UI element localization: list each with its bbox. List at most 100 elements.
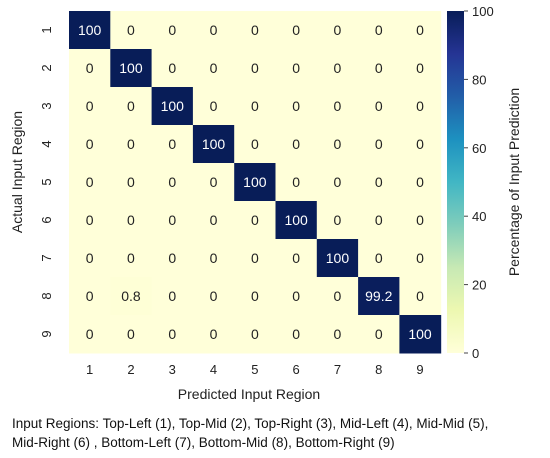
heatmap-cell: [316, 201, 359, 240]
cell-value-label: 0: [86, 326, 94, 342]
cell-value-label: 100: [161, 98, 185, 114]
heatmap-cell: [69, 87, 111, 126]
heatmap-cell: [316, 239, 359, 278]
cell-value-label: 0: [375, 326, 383, 342]
cell-value-label: 0: [210, 60, 218, 76]
heatmap-cell: [192, 125, 235, 164]
cell-value-label: 0: [292, 60, 300, 76]
cell-value-label: 0: [292, 22, 300, 38]
cell-value-label: 100: [243, 174, 267, 190]
heatmap-cell: [358, 125, 400, 164]
cell-value-label: 0: [210, 326, 218, 342]
cell-value-label: 0: [86, 98, 94, 114]
x-tick-label: 2: [127, 362, 134, 377]
cell-value-label: 0: [86, 212, 94, 228]
cell-value-label: 0: [292, 98, 300, 114]
heatmap-cell: [234, 239, 276, 278]
cell-value-label: 0: [416, 22, 424, 38]
cell-value-label: 0: [334, 98, 342, 114]
heatmap-cell: [316, 277, 359, 316]
heatmap-cell: [399, 87, 442, 126]
heatmap-cell: [275, 277, 318, 316]
cell-value-label: 0: [416, 60, 424, 76]
y-tick-label: 7: [39, 254, 54, 261]
heatmap-cell: [399, 315, 442, 354]
heatmap-cell: [399, 277, 442, 316]
cell-value-label: 0: [251, 326, 259, 342]
cell-value-label: 100: [326, 250, 350, 266]
x-tick-label: 9: [416, 362, 423, 377]
heatmap-cells: 100 0 0 0 0 0 0 0 0 0 100 0 0 0 0 0 0 0 0 0 100 0 0 0 0 0 0 0 0 0 100 0…: [69, 11, 442, 354]
heatmap-cell: [192, 315, 235, 354]
heatmap-cell: [151, 201, 194, 240]
heatmap-cell: [110, 201, 153, 240]
cell-value-label: 0: [375, 60, 383, 76]
heatmap-cell: [110, 49, 153, 88]
y-tick-labels: 1 2 3 4 5 6 7 8 9: [39, 26, 54, 337]
cell-value-label: 0: [375, 174, 383, 190]
heatmap-cell: [151, 239, 194, 278]
cell-value-label: 0: [416, 98, 424, 114]
heatmap-cell: [69, 315, 111, 354]
cell-value-label: 0: [210, 250, 218, 266]
cell-value-label: 0: [168, 22, 176, 38]
heatmap-cell: [192, 201, 235, 240]
heatmap-cell: [151, 163, 194, 202]
x-axis-label: Predicted Input Region: [178, 386, 320, 402]
cell-value-label: 0: [127, 212, 135, 228]
heatmap-cell: [275, 239, 318, 278]
heatmap-cell: [69, 11, 111, 50]
cell-value-label: 0: [127, 22, 135, 38]
heatmap-cell: [234, 163, 276, 202]
caption-line-1: Input Regions: Top-Left (1), Top-Mid (2)…: [12, 416, 489, 431]
colorbar-label: Percentage of Input Prediction: [506, 88, 522, 276]
cell-value-label: 0: [127, 326, 135, 342]
heatmap-cell: [275, 163, 318, 202]
cell-value-label: 0: [292, 136, 300, 152]
cell-value-label: 0: [334, 22, 342, 38]
y-tick-label: 3: [39, 102, 54, 109]
cell-value-label: 0.8: [121, 288, 141, 304]
heatmap-cell: [358, 87, 400, 126]
cell-value-label: 0: [168, 60, 176, 76]
heatmap-cell: [110, 239, 153, 278]
heatmap-cell: [110, 315, 153, 354]
heatmap-cell: [275, 49, 318, 88]
cell-value-label: 99.2: [365, 288, 392, 304]
heatmap-cell: [275, 125, 318, 164]
colorbar-ticks: 0 20 40 60 80 100: [464, 4, 494, 361]
cell-value-label: 0: [375, 136, 383, 152]
cell-value-label: 0: [416, 136, 424, 152]
cell-value-label: 0: [375, 22, 383, 38]
heatmap-cell: [316, 163, 359, 202]
cell-value-label: 0: [86, 174, 94, 190]
y-tick-label: 9: [39, 330, 54, 337]
cell-value-label: 0: [292, 174, 300, 190]
cell-value-label: 0: [210, 174, 218, 190]
heatmap-cell: [234, 277, 276, 316]
heatmap-cell: [316, 125, 359, 164]
colorbar-tick-label: 60: [472, 141, 486, 156]
cell-value-label: 0: [251, 136, 259, 152]
cell-value-label: 0: [416, 250, 424, 266]
cell-value-label: 0: [251, 22, 259, 38]
heatmap-cell: [358, 49, 400, 88]
cell-value-label: 0: [251, 60, 259, 76]
cell-value-label: 0: [86, 60, 94, 76]
heatmap-cell: [151, 125, 194, 164]
heatmap-cell: [399, 11, 442, 50]
colorbar-tick-label: 80: [472, 72, 486, 87]
heatmap-cell: [192, 239, 235, 278]
heatmap-cell: [358, 315, 400, 354]
heatmap-cell: [69, 125, 111, 164]
cell-value-label: 0: [168, 212, 176, 228]
heatmap-cell: [358, 239, 400, 278]
x-tick-label: 1: [86, 362, 93, 377]
y-tick-label: 5: [39, 178, 54, 185]
heatmap-cell: [151, 49, 194, 88]
confusion-matrix-chart: 100 0 0 0 0 0 0 0 00 100 0 0 0 0 0 0 00 0 100 0 0 0 0 0 00 0 0 100 0…: [9, 4, 522, 402]
x-tick-label: 6: [293, 362, 300, 377]
heatmap-cell: [192, 277, 235, 316]
heatmap-cell: [110, 277, 153, 316]
heatmap-cell: [234, 87, 276, 126]
